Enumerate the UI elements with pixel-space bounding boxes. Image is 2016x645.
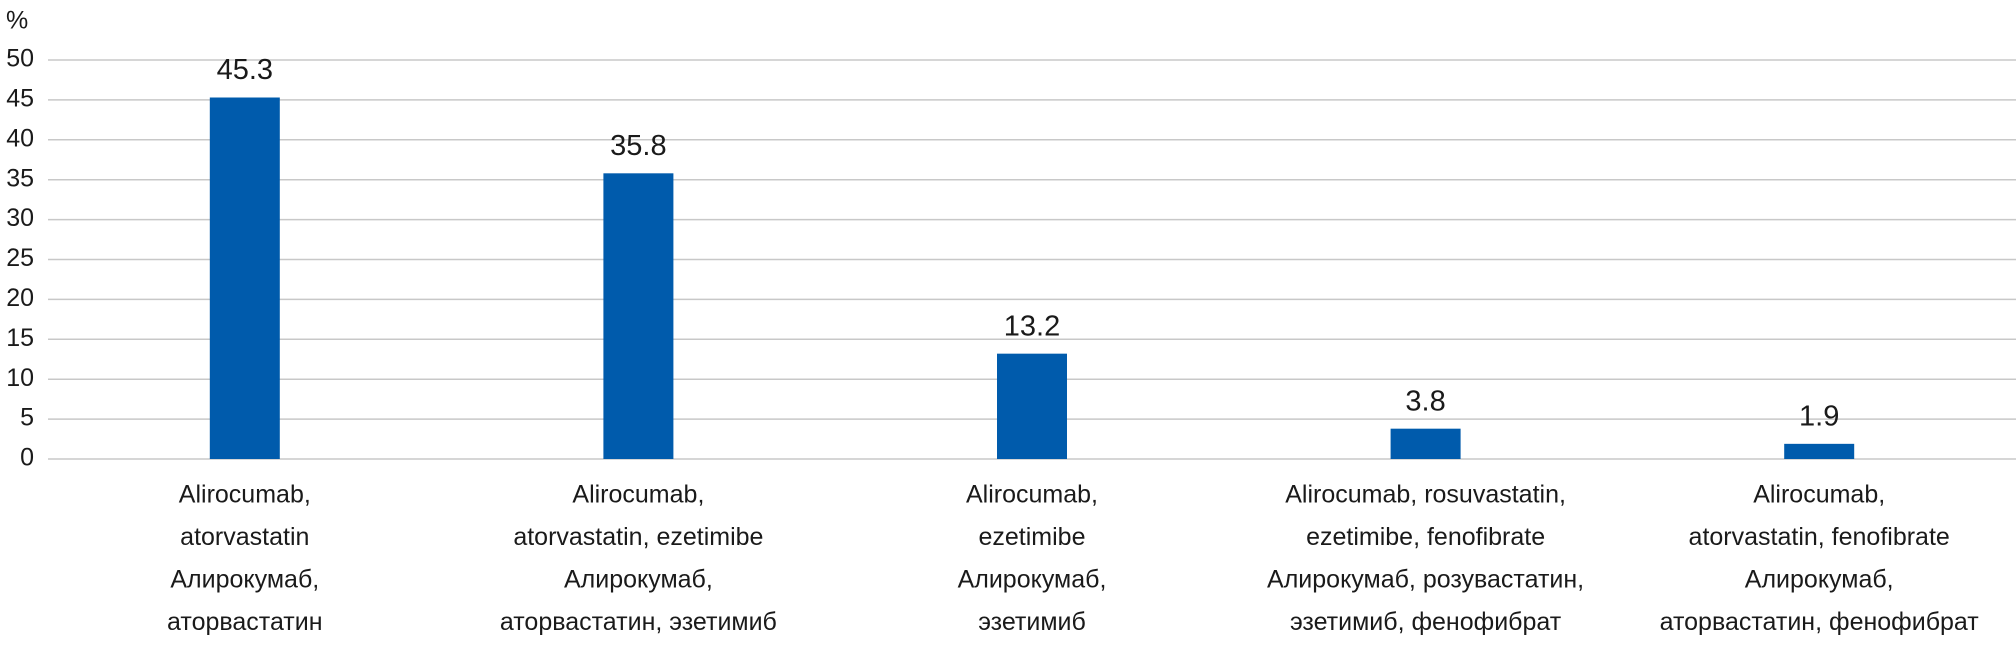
y-tick-label: 40: [6, 124, 34, 152]
x-tick-label: эзетимиб, фенофибрат: [1290, 608, 1562, 636]
x-tick-label: Алирокумаб,: [564, 566, 713, 594]
x-tick-label: эзетимиб: [978, 608, 1086, 636]
x-tick-label: Алирокумаб,: [170, 566, 319, 594]
y-tick-label: 35: [6, 164, 34, 192]
x-tick-label: ezetimibe: [979, 523, 1086, 551]
y-axis-label: %: [6, 7, 28, 35]
value-label: 35.8: [610, 130, 666, 162]
x-tick-label: Алирокумаб, розувастатин,: [1267, 566, 1584, 594]
bar: [209, 97, 280, 460]
bar: [603, 173, 674, 460]
value-label: 1.9: [1799, 400, 1839, 432]
x-tick-label: Alirocumab,: [1753, 481, 1885, 509]
y-tick-label: 45: [6, 85, 34, 113]
y-tick-label: 25: [6, 244, 34, 272]
x-tick-label: Alirocumab,: [179, 481, 311, 509]
x-tick-label: ezetimibe, fenofibrate: [1306, 523, 1545, 551]
bar: [997, 353, 1067, 459]
x-tick-label: Алирокумаб,: [1745, 566, 1894, 594]
value-label: 45.3: [217, 54, 273, 86]
x-tick-label: аторвастатин, фенофибрат: [1660, 608, 1980, 636]
y-tick-label: 30: [6, 204, 34, 232]
value-label: 13.2: [1004, 310, 1060, 342]
x-tick-label: аторвастатин: [167, 608, 322, 636]
y-tick-label: 50: [6, 45, 34, 73]
x-tick-label: atorvastatin, ezetimibe: [513, 523, 763, 551]
x-tick-label: Alirocumab,: [572, 481, 704, 509]
x-tick-label: Алирокумаб,: [958, 566, 1107, 594]
x-tick-label: Alirocumab, rosuvastatin,: [1285, 481, 1566, 509]
y-tick-label: 15: [6, 324, 34, 352]
x-tick-label: atorvastatin: [180, 523, 309, 551]
bar: [1784, 443, 1855, 459]
x-tick-label: atorvastatin, fenofibrate: [1689, 523, 1950, 551]
value-label: 3.8: [1405, 385, 1445, 417]
y-tick-label: 0: [20, 444, 34, 472]
y-tick-label: 20: [6, 284, 34, 312]
y-tick-label: 5: [20, 404, 34, 432]
bar: [1390, 428, 1461, 459]
x-tick-label: аторвастатин, эзетимиб: [500, 608, 777, 636]
x-tick-label: Alirocumab,: [966, 481, 1098, 509]
y-tick-label: 10: [6, 364, 34, 392]
